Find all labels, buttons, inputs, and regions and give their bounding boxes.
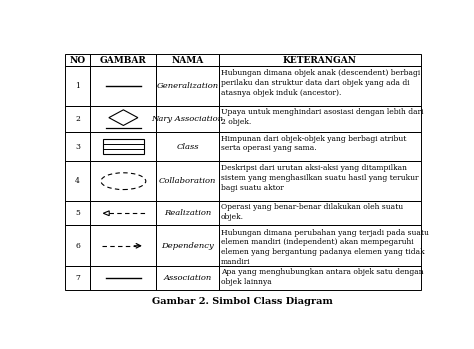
Text: Hubungan dimana perubahan yang terjadi pada suatu
elemen mandiri (independent) a: Hubungan dimana perubahan yang terjadi p… (221, 229, 429, 266)
Text: NO: NO (70, 55, 86, 65)
Bar (219, 266, 421, 290)
Text: Himpunan dari objek-objek yang berbagi atribut
serta operasi yang sama.: Himpunan dari objek-objek yang berbagi a… (221, 135, 406, 153)
Text: 3: 3 (75, 143, 80, 151)
Bar (65, 54, 91, 66)
Bar (65, 106, 91, 132)
Bar (91, 161, 156, 201)
Bar (156, 201, 219, 225)
Bar (219, 54, 421, 66)
Text: KETERANGAN: KETERANGAN (283, 55, 357, 65)
Bar (219, 161, 421, 201)
Text: NAMA: NAMA (172, 55, 204, 65)
Text: Realization: Realization (164, 209, 211, 217)
Bar (91, 106, 156, 132)
Bar (65, 225, 91, 266)
Bar (156, 225, 219, 266)
Text: Generalization: Generalization (156, 82, 219, 90)
Bar (156, 54, 219, 66)
Bar (156, 132, 219, 161)
Bar (156, 106, 219, 132)
Bar (91, 201, 156, 225)
Text: Upaya untuk menghindari asosiasi dengan lebih dari
2 objek.: Upaya untuk menghindari asosiasi dengan … (221, 108, 423, 126)
Bar (219, 132, 421, 161)
Text: Collaboration: Collaboration (159, 177, 216, 185)
Text: GAMBAR: GAMBAR (100, 55, 147, 65)
Text: 7: 7 (75, 274, 80, 282)
Bar (219, 66, 421, 106)
Bar (91, 266, 156, 290)
Bar (156, 266, 219, 290)
Text: Class: Class (176, 143, 199, 151)
Text: Dependency: Dependency (161, 242, 214, 250)
Bar (65, 161, 91, 201)
Text: 5: 5 (75, 209, 80, 217)
Text: Nary Association: Nary Association (152, 115, 224, 123)
Bar (156, 66, 219, 106)
Bar (91, 132, 156, 161)
Bar (219, 106, 421, 132)
Text: Gambar 2. Simbol Class Diagram: Gambar 2. Simbol Class Diagram (153, 297, 333, 306)
Bar (91, 54, 156, 66)
Bar (65, 132, 91, 161)
Text: 6: 6 (75, 242, 80, 250)
Text: 2: 2 (75, 115, 80, 123)
Bar (91, 225, 156, 266)
Bar (219, 225, 421, 266)
Bar (65, 266, 91, 290)
Text: 4: 4 (75, 177, 80, 185)
Bar (156, 161, 219, 201)
Text: Association: Association (164, 274, 211, 282)
Bar (91, 66, 156, 106)
Text: Apa yang menghubungkan antara objek satu dengan
objek lainnya: Apa yang menghubungkan antara objek satu… (221, 268, 424, 286)
Text: Operasi yang benar-benar dilakukan oleh suatu
objek.: Operasi yang benar-benar dilakukan oleh … (221, 203, 403, 221)
Text: Hubungan dimana objek anak (descendent) berbagi
perilaku dan struktur data dari : Hubungan dimana objek anak (descendent) … (221, 69, 420, 97)
Bar (219, 201, 421, 225)
Text: Deskripsi dari urutan aksi-aksi yang ditampilkan
sistem yang menghasilkan suatu : Deskripsi dari urutan aksi-aksi yang dit… (221, 164, 419, 192)
Bar (65, 201, 91, 225)
Bar (65, 66, 91, 106)
Bar (103, 139, 144, 154)
Text: 1: 1 (75, 82, 80, 90)
